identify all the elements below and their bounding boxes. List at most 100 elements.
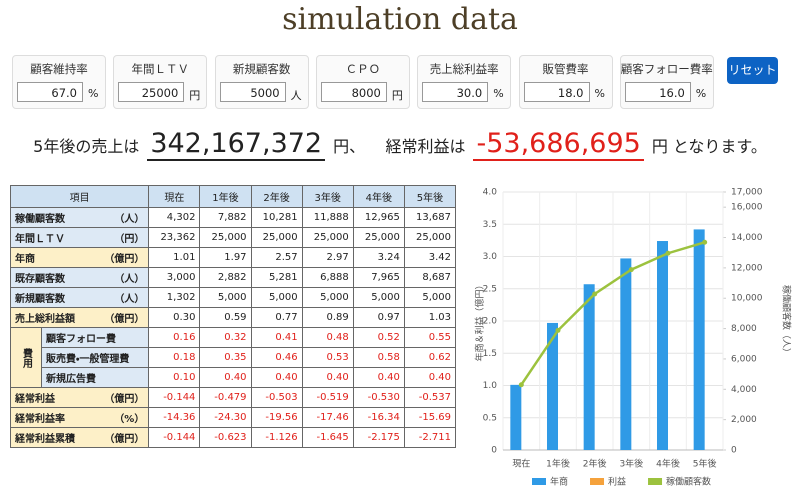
cell: 0.16 — [148, 327, 201, 348]
cell: 0.53 — [301, 347, 354, 368]
simulation-table: 項目 現在 1年後 2年後 3年後 4年後 5年後 稼働顧客数 （人） 4,302 7,882 10,… — [9, 185, 457, 448]
cell: 0.40 — [403, 367, 457, 388]
cell: -1.645 — [301, 427, 354, 448]
legend-label: 利益 — [608, 476, 626, 488]
cell: -2.711 — [403, 427, 457, 448]
cell: 0.55 — [403, 327, 457, 348]
row-name: 新規広告費 — [46, 374, 96, 385]
input-unit: % — [493, 87, 504, 100]
y2-tick-label: 14,000 — [731, 233, 763, 243]
y-tick-label: 1.0 — [483, 381, 498, 391]
input-field[interactable]: 30.0 — [422, 82, 489, 102]
y2-tick-label: 16,000 — [731, 203, 763, 213]
cell: 0.40 — [250, 367, 303, 388]
y-tick-label: 0.5 — [483, 413, 497, 423]
cell: 2.57 — [250, 247, 303, 268]
cell: 1.03 — [403, 307, 457, 328]
legend-label: 年商 — [550, 476, 568, 488]
cell: -16.34 — [352, 407, 405, 428]
cell: -0.144 — [148, 427, 201, 448]
row-label: 売上総利益額 （億円） — [9, 307, 150, 328]
bar — [620, 258, 632, 450]
cell: 1.01 — [148, 247, 201, 268]
y2-tick-label: 10,000 — [731, 294, 763, 304]
group-label: 費用 — [10, 327, 42, 388]
row-label: 年商 （億円） — [9, 247, 150, 268]
cell: 0.40 — [352, 367, 405, 388]
input-label: ＣＰＯ — [345, 62, 381, 76]
header-cell: 2年後 — [250, 185, 303, 208]
cell: -0.530 — [352, 387, 405, 408]
row-unit: （億円） — [104, 394, 145, 405]
input-field[interactable]: 67.0 — [17, 82, 83, 102]
cell: -0.503 — [250, 387, 303, 408]
x-tick-label: 4年後 — [656, 458, 680, 470]
input-field[interactable]: 16.0 — [624, 82, 691, 102]
input-field[interactable]: 5000 — [219, 82, 286, 102]
cell: -2.175 — [352, 427, 405, 448]
cell: -0.144 — [148, 387, 201, 408]
row-unit: （%） — [114, 414, 145, 425]
input-label: 新規顧客数 — [232, 62, 291, 76]
cell: 6,888 — [301, 267, 354, 288]
input-unit: % — [88, 87, 99, 100]
input-unit: % — [695, 87, 707, 100]
cell: -14.36 — [148, 407, 201, 428]
y-tick-label: 3.0 — [483, 252, 498, 262]
table-row: 稼働顧客数 （人） 4,302 7,882 10,281 11,888 12,965 13,6… — [9, 207, 457, 228]
row-name: 経常利益率 — [15, 414, 65, 425]
cell: 0.18 — [148, 347, 201, 368]
row-name: 年商 — [15, 254, 35, 265]
input-unit: 円 — [391, 89, 403, 102]
legend-swatch — [648, 478, 663, 485]
cell: 11,888 — [301, 207, 354, 228]
row-name: 顧客フォロー費 — [46, 334, 116, 345]
bar — [583, 284, 595, 450]
page-title: simulation data — [282, 2, 518, 37]
cell: -0.479 — [199, 387, 252, 408]
reset-button[interactable]: リセット — [727, 57, 778, 84]
cell: -0.537 — [403, 387, 457, 408]
bar — [547, 322, 558, 450]
cell: 25,000 — [250, 227, 303, 248]
cell: 25,000 — [403, 227, 457, 248]
table-row: 売上総利益額 （億円） 0.30 0.59 0.77 0.89 0.97 1.03 — [9, 307, 457, 328]
y-tick-label: 4.0 — [483, 188, 498, 198]
row-name: 経常利益 — [15, 394, 55, 405]
cell: 0.89 — [301, 307, 354, 328]
line-point — [518, 382, 524, 388]
row-unit: （億円） — [104, 254, 145, 265]
input-card: 販管費率 18.0% — [518, 55, 613, 109]
row-label: 稼働顧客数 （人） — [9, 207, 150, 228]
cell: 5,000 — [301, 287, 354, 308]
cell: 10,281 — [250, 207, 303, 228]
cell: 0.40 — [199, 367, 252, 388]
input-card: 売上総利益率 30.0% — [417, 55, 512, 109]
cell: 0.46 — [250, 347, 303, 368]
input-card: 年間ＬＴＶ 25000 円 — [113, 55, 208, 109]
row-name: 既存顧客数 — [15, 274, 65, 285]
sales-value: 342,167,372 — [147, 128, 326, 161]
bar — [657, 241, 668, 450]
table-row: 販売費・一般管理費 0.18 0.35 0.46 0.53 0.58 0.62 — [11, 347, 457, 368]
cell: 25,000 — [301, 227, 354, 248]
table-row: 新規広告費 0.10 0.40 0.40 0.40 0.40 0.40 — [11, 367, 457, 388]
cell: -17.46 — [301, 407, 354, 428]
cell: 0.77 — [250, 307, 303, 328]
cell: 5,000 — [403, 287, 457, 308]
table-row: 費用 顧客フォロー費 0.16 0.32 0.41 0.48 0.52 0.55 — [10, 327, 457, 388]
header-cell: 5年後 — [403, 185, 457, 208]
y2-tick-label: 17,000 — [731, 188, 763, 198]
input-field[interactable]: 25000 — [118, 82, 185, 102]
row-name: 売上総利益額 — [15, 314, 75, 325]
input-card: 顧客維持率 67.0% — [12, 55, 106, 109]
y-tick-label: 2.5 — [483, 284, 497, 294]
x-tick-label: 5年後 — [693, 458, 717, 470]
input-field[interactable]: 8000 — [320, 82, 387, 102]
input-field[interactable]: 18.0 — [523, 82, 590, 102]
input-label: 売上総利益率 — [429, 62, 499, 76]
cell: -0.623 — [199, 427, 252, 448]
cell: 0.62 — [403, 347, 457, 368]
